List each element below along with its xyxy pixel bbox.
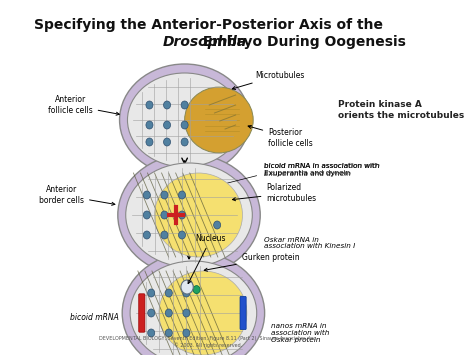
Circle shape — [181, 138, 188, 146]
Ellipse shape — [122, 252, 264, 355]
Circle shape — [164, 138, 171, 146]
Circle shape — [146, 138, 153, 146]
Circle shape — [165, 309, 173, 317]
Circle shape — [165, 289, 173, 297]
Circle shape — [143, 191, 150, 199]
Circle shape — [161, 191, 168, 199]
Text: Posterior
follicle cells: Posterior follicle cells — [248, 125, 313, 148]
Text: Anterior
follicle cells: Anterior follicle cells — [48, 95, 119, 115]
Circle shape — [164, 121, 171, 129]
Circle shape — [146, 101, 153, 109]
Circle shape — [143, 211, 150, 219]
Ellipse shape — [119, 64, 250, 176]
Ellipse shape — [130, 261, 257, 355]
Circle shape — [148, 329, 155, 337]
Text: Oskar mRNA in
association with Kinesin I: Oskar mRNA in association with Kinesin I — [264, 236, 355, 250]
FancyBboxPatch shape — [139, 294, 145, 332]
Circle shape — [179, 231, 185, 239]
Text: DEVELOPMENTAL BIOLOGY, Seventh Edition, Figure 8.11 (Part 2)  Sinauer Associates: DEVELOPMENTAL BIOLOGY, Seventh Edition, … — [99, 337, 318, 348]
Text: Nucleus: Nucleus — [188, 234, 226, 284]
Text: Gurken protein: Gurken protein — [204, 253, 300, 271]
Circle shape — [161, 211, 168, 219]
Circle shape — [146, 121, 153, 129]
Circle shape — [193, 286, 200, 294]
Ellipse shape — [126, 163, 252, 267]
Text: bicoid mRNA: bicoid mRNA — [70, 313, 119, 322]
FancyBboxPatch shape — [240, 296, 246, 329]
Circle shape — [181, 280, 193, 294]
Circle shape — [143, 231, 150, 239]
Text: Specifying the Anterior-Posterior Axis of the: Specifying the Anterior-Posterior Axis o… — [34, 18, 383, 32]
Circle shape — [179, 211, 185, 219]
Circle shape — [183, 289, 190, 297]
Circle shape — [148, 309, 155, 317]
Ellipse shape — [118, 154, 260, 276]
Text: Drosophila: Drosophila — [163, 35, 247, 49]
Circle shape — [165, 329, 173, 337]
Text: bicoid mRNA in association with
Exuperantia and dynein: bicoid mRNA in association with Exuperan… — [264, 164, 379, 176]
Circle shape — [214, 221, 221, 229]
Circle shape — [179, 191, 185, 199]
Ellipse shape — [185, 87, 253, 153]
Ellipse shape — [128, 73, 242, 167]
Circle shape — [148, 289, 155, 297]
Text: bicoid mRNA in association with
Exuperantia and dynein: bicoid mRNA in association with Exuperan… — [264, 163, 380, 176]
Circle shape — [183, 329, 190, 337]
Ellipse shape — [155, 173, 243, 257]
Circle shape — [181, 101, 188, 109]
Ellipse shape — [159, 271, 247, 355]
Text: Polarized
microtubules: Polarized microtubules — [232, 183, 317, 203]
Text: Protein kinase A
orients the microtubules: Protein kinase A orients the microtubule… — [338, 100, 465, 120]
Circle shape — [183, 309, 190, 317]
Text: Anterior
border cells: Anterior border cells — [39, 185, 115, 205]
Text: Embryo During Oogenesis: Embryo During Oogenesis — [198, 35, 406, 49]
Text: Microtubules: Microtubules — [232, 71, 304, 89]
Circle shape — [181, 121, 188, 129]
Circle shape — [161, 231, 168, 239]
Circle shape — [164, 101, 171, 109]
Text: nanos mRNA in
association with
Oskar protein: nanos mRNA in association with Oskar pro… — [271, 323, 329, 343]
